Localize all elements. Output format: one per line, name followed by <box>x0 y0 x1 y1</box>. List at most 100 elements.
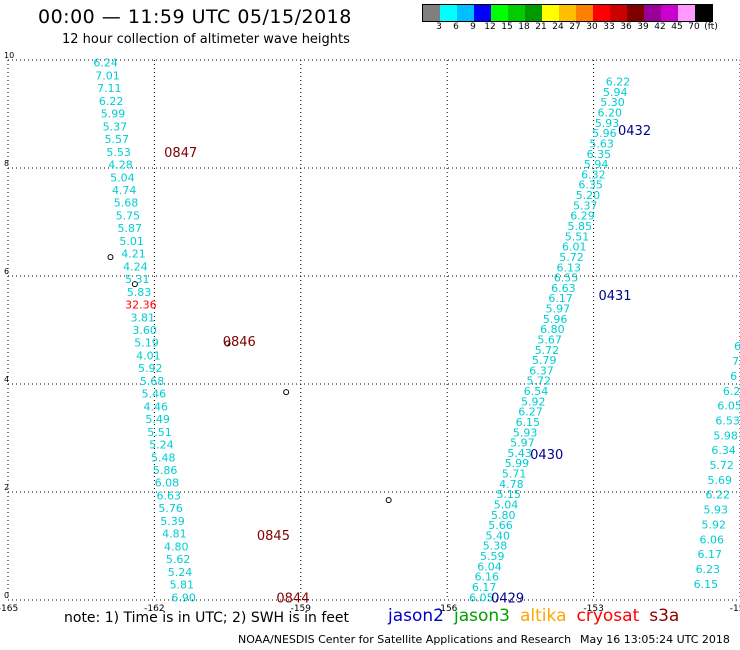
swh-value: 5.51 <box>565 230 590 243</box>
swh-value: 6 <box>730 370 737 383</box>
island-outline <box>224 340 231 347</box>
swh-value: 5.83 <box>127 286 152 299</box>
colorbar-label: 39 <box>637 22 649 32</box>
swh-value: 5.38 <box>483 540 508 553</box>
pass-time-label: 0847 <box>164 146 197 161</box>
swh-value: 6.05 <box>717 400 740 413</box>
colorbar-label: 21 <box>535 22 547 32</box>
swh-value: 5.68 <box>140 375 165 388</box>
y-tick-label: 6 <box>4 267 9 276</box>
swh-value: 5.96 <box>543 313 568 326</box>
pass-time-label: 0846 <box>223 335 256 350</box>
colorbar-swatch <box>440 5 457 21</box>
swh-value: 5.51 <box>147 426 172 439</box>
swh-value: 6.32 <box>581 168 606 181</box>
island-outline <box>107 254 114 261</box>
swh-value: 5.37 <box>103 120 128 133</box>
swh-value: 5.79 <box>532 354 557 367</box>
swh-value: 6.24 <box>93 57 118 70</box>
island-outline <box>385 497 392 504</box>
swh-value: 6.55 <box>554 272 579 285</box>
swh-value: 5.93 <box>513 426 538 439</box>
swh-value: 6.16 <box>475 571 500 584</box>
colorbar-label: 3 <box>436 22 442 32</box>
swh-value: 6.15 <box>694 578 719 591</box>
swh-value: 6.22 <box>606 76 631 89</box>
swh-value: 5.39 <box>160 515 185 528</box>
swh-value: 5.30 <box>600 96 625 109</box>
swh-value: 6.22 <box>99 95 124 108</box>
swh-value: 5.48 <box>151 451 176 464</box>
x-tick-label: -150 <box>730 604 740 614</box>
swh-colorbar <box>422 4 713 22</box>
swh-value: 5.97 <box>546 303 571 316</box>
colorbar-swatch <box>576 5 593 21</box>
swh-value: 5.72 <box>709 459 734 472</box>
colorbar-swatch <box>542 5 559 21</box>
swh-value: 6.06 <box>700 533 725 546</box>
colorbar-label: 70 <box>688 22 700 32</box>
y-tick-label: 4 <box>4 375 9 384</box>
swh-value: 5.04 <box>494 498 519 511</box>
swh-value: 6.17 <box>698 548 723 561</box>
y-tick-label: 10 <box>4 51 14 60</box>
colorbar-label: 24 <box>552 22 564 32</box>
swh-value: 5.99 <box>505 457 530 470</box>
swh-value: 6.29 <box>570 210 595 223</box>
swh-value: 4.74 <box>112 184 137 197</box>
units-note: note: 1) Time is in UTC; 2) SWH is in fe… <box>64 610 350 626</box>
colorbar-swatch <box>508 5 525 21</box>
colorbar-swatch <box>457 5 474 21</box>
swh-value: 6.23 <box>696 563 721 576</box>
swh-value: 5.72 <box>535 344 560 357</box>
colorbar-label: (ft) <box>704 22 718 32</box>
x-tick-label: -162 <box>144 604 164 614</box>
swh-value: 5.57 <box>105 133 130 146</box>
swh-value: 6.13 <box>557 261 582 274</box>
swh-value: 5.49 <box>145 413 170 426</box>
swh-value: 6.34 <box>711 444 736 457</box>
colorbar-swatch <box>423 5 440 21</box>
pass-time-label: 0429 <box>491 591 524 606</box>
colorbar-swatch <box>474 5 491 21</box>
swh-value: 5.97 <box>510 437 535 450</box>
swh-value: 5.19 <box>134 337 159 350</box>
colorbar-label: 6 <box>453 22 459 32</box>
swh-value: 32.36 <box>125 299 157 312</box>
swh-value: 5.67 <box>537 333 562 346</box>
credit-line: NOAA/NESDIS Center for Satellite Applica… <box>238 633 572 646</box>
swh-value: 5.81 <box>170 579 195 592</box>
island-outline <box>283 389 290 396</box>
swh-value: 7 <box>732 355 739 368</box>
y-tick-label: 0 <box>4 591 9 600</box>
map-subtitle: 12 hour collection of altimeter wave hei… <box>62 32 350 47</box>
swh-value: 6.20 <box>598 107 623 120</box>
pass-time-label: 0430 <box>530 448 563 463</box>
swh-value: 3.60 <box>132 324 157 337</box>
colorbar-swatch <box>661 5 678 21</box>
swh-value: 6.53 <box>715 414 740 427</box>
swh-value: 6.54 <box>524 385 549 398</box>
pass-time-label: 0845 <box>257 529 290 544</box>
swh-value: 5.66 <box>488 519 513 532</box>
colorbar-swatch <box>525 5 542 21</box>
legend-cryosat: cryosat <box>576 606 640 626</box>
swh-value: 5.96 <box>592 127 617 140</box>
swh-value: 5.37 <box>573 199 598 212</box>
legend-jason3: jason3 <box>454 606 510 626</box>
swh-value: 5.99 <box>101 108 126 121</box>
swh-value: 5.93 <box>704 504 729 517</box>
swh-value: 5.68 <box>114 197 139 210</box>
colorbar-label: 18 <box>518 22 530 32</box>
swh-value: 5.94 <box>584 158 609 171</box>
pass-time-label: 0844 <box>276 591 309 606</box>
swh-value: 5.75 <box>116 209 141 222</box>
colorbar-label: 12 <box>484 22 496 32</box>
swh-value: 6.63 <box>157 489 182 502</box>
swh-value: 5.15 <box>496 488 521 501</box>
swh-value: 3.81 <box>131 311 156 324</box>
swh-value: 6.27 <box>518 406 543 419</box>
generated-timestamp: May 16 13:05:24 UTC 2018 <box>580 633 730 646</box>
x-tick-label: -156 <box>437 604 458 614</box>
swh-value: 5.40 <box>486 529 511 542</box>
